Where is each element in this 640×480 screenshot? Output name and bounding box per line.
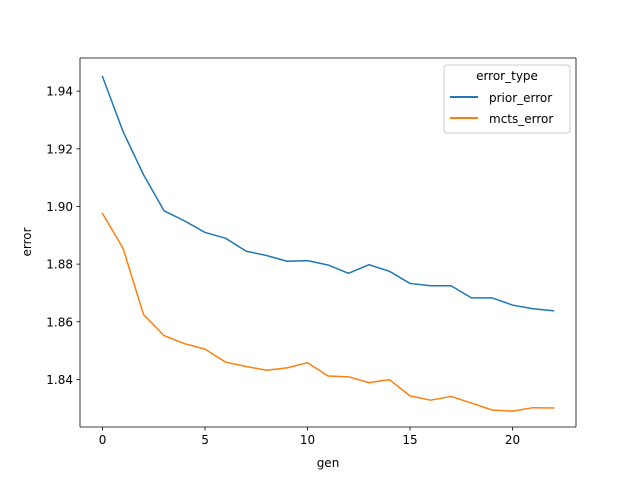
legend: error_type prior_error mcts_error <box>443 64 571 134</box>
series-line-prior-error <box>101 75 555 312</box>
x-axis-ticks: 0 5 10 15 20 <box>99 427 520 447</box>
y-tick-label: 1.90 <box>46 200 73 214</box>
y-tick-label: 1.88 <box>46 258 73 272</box>
y-axis-label: error <box>20 227 34 256</box>
legend-box <box>443 64 571 134</box>
x-tick-label: 10 <box>300 433 315 447</box>
legend-label-mcts-error: mcts_error <box>489 112 553 126</box>
y-tick-label: 1.84 <box>46 373 73 387</box>
axes-frame <box>79 57 577 428</box>
legend-title: error_type <box>476 69 538 83</box>
series-line-mcts-error <box>101 212 555 412</box>
x-axis-label: gen <box>317 456 340 470</box>
x-tick-label: 5 <box>201 433 209 447</box>
y-tick-label: 1.94 <box>46 85 73 99</box>
x-tick-label: 20 <box>505 433 520 447</box>
y-tick-label: 1.92 <box>46 142 73 156</box>
y-tick-label: 1.86 <box>46 315 73 329</box>
x-tick-label: 0 <box>99 433 107 447</box>
x-tick-label: 15 <box>402 433 417 447</box>
legend-label-prior-error: prior_error <box>489 91 552 105</box>
plot-lines <box>101 75 555 412</box>
y-axis-ticks: 1.84 1.86 1.88 1.90 1.92 1.94 <box>46 85 80 387</box>
